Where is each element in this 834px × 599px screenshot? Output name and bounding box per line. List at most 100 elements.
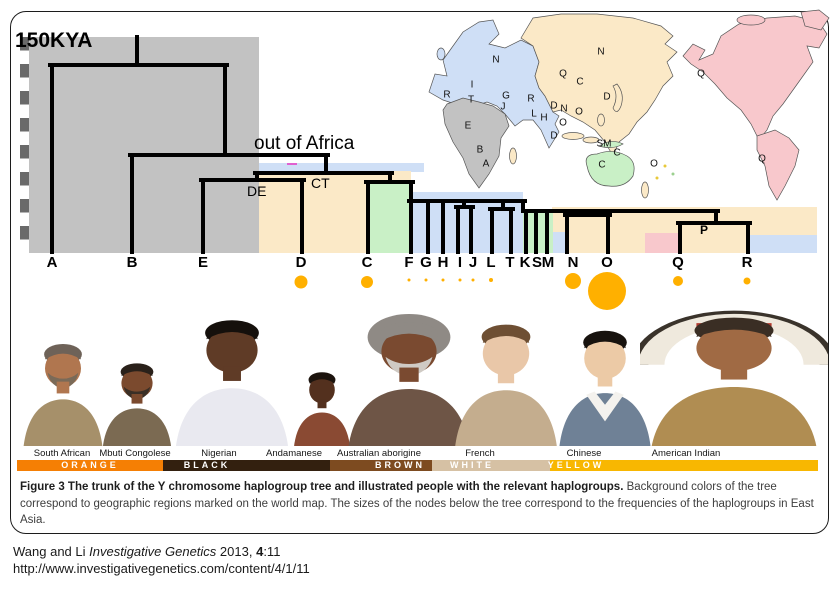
haplogroup-leaf-label: J <box>468 254 478 271</box>
haplogroup-leaf-label: O <box>601 254 613 271</box>
person-figure <box>631 300 834 448</box>
citation-line: Wang and Li Investigative Genetics 2013,… <box>13 543 310 560</box>
person-name-label: Nigerian <box>201 448 237 459</box>
map-haplogroup-letter: Q <box>697 68 705 80</box>
skin-color-bar-label: YELLOW <box>547 460 605 470</box>
frequency-dot <box>489 278 493 282</box>
skin-color-bar-label: BROWN <box>375 460 425 470</box>
hair-fringe-icon <box>584 334 626 349</box>
map-haplogroup-letter: A <box>482 158 490 170</box>
torso-icon <box>651 386 817 448</box>
person-illustration <box>102 363 172 448</box>
person-illustration <box>631 310 834 448</box>
map-haplogroup-letter: N <box>560 103 568 115</box>
haplogroup-tree <box>48 35 752 254</box>
caption-body: Background colors of the tree correspond… <box>20 481 814 526</box>
world-map: N I R T G J R L H N Q C D D N O O D SM C C O Q Q E B A <box>421 8 831 203</box>
map-haplogroup-letter: D <box>550 130 558 142</box>
haplogroup-leaf-label: C <box>361 254 373 271</box>
person-name-label: South African <box>33 448 91 459</box>
skin-color-bar: YELLOW <box>547 460 818 471</box>
map-region-south-america <box>756 129 800 201</box>
skin-color-bar: BROWN <box>330 460 432 471</box>
skin-color-bar-label: ORANGE <box>61 460 119 470</box>
skin-color-bar: ORANGE <box>17 460 163 471</box>
map-haplogroup-letter: B <box>476 144 484 156</box>
map-haplogroup-letter: J <box>500 101 506 113</box>
neck-icon <box>597 373 613 387</box>
skin-color-bar-label: BLACK <box>183 460 231 470</box>
frequency-dot <box>294 275 308 289</box>
frequency-dot <box>743 277 751 285</box>
tree-region-rect <box>29 37 259 253</box>
frequency-dot <box>441 278 445 282</box>
frequency-dot <box>407 278 411 282</box>
frequency-dot <box>565 273 581 289</box>
skin-color-bar-label: WHITE <box>450 460 494 470</box>
map-region-north-america <box>682 15 828 141</box>
map-region-australia <box>585 151 635 187</box>
neck-icon <box>131 394 143 404</box>
map-pacific-island-1 <box>663 164 667 168</box>
map-haplogroup-letter: R <box>527 93 535 105</box>
head-icon <box>309 376 335 404</box>
hair-fringe-icon <box>121 365 153 376</box>
frequency-dot <box>361 276 373 288</box>
map-haplogroup-letter: O <box>650 158 658 170</box>
hair-fringe-icon <box>309 374 335 384</box>
person-name-label: Andamanese <box>266 448 322 459</box>
haplogroup-leaf-label: Q <box>672 254 684 271</box>
haplogroup-leaf-label: K <box>519 254 531 271</box>
frequency-dot <box>458 278 462 282</box>
map-haplogroup-letter: D <box>603 91 611 103</box>
person-illustration <box>454 324 558 448</box>
map-pacific-island-3 <box>655 176 659 180</box>
map-region-north-asia <box>520 13 678 157</box>
map-madagascar <box>509 147 517 165</box>
torso-icon <box>293 412 351 448</box>
map-haplogroup-letter: SM <box>596 138 612 150</box>
de-node-label: DE <box>247 183 267 199</box>
frequency-dot <box>588 272 626 310</box>
map-haplogroup-letter: N <box>492 54 500 66</box>
map-haplogroup-letter: H <box>540 112 548 124</box>
white-scarf-icon <box>586 391 624 422</box>
citation-volume: 4 <box>256 544 264 559</box>
figure-border <box>10 11 829 534</box>
tree-region-rect <box>645 233 680 253</box>
map-greenland <box>800 9 830 31</box>
neck-icon <box>399 367 419 382</box>
journal-footer: Wang and Li Investigative Genetics 2013,… <box>13 543 310 577</box>
torso-icon <box>175 388 289 448</box>
person-figure <box>168 303 296 448</box>
map-haplogroup-letter: T <box>467 94 475 106</box>
map-japan <box>612 83 623 112</box>
article-url: http://www.investigativegenetics.com/con… <box>13 561 310 576</box>
torso-icon <box>102 408 172 448</box>
p-node-label: P <box>700 223 709 237</box>
map-philippines <box>597 113 605 127</box>
caption-title: Figure 3 The trunk of the Y chromosome h… <box>20 481 624 493</box>
map-region-africa <box>442 97 510 189</box>
map-british-isles <box>436 47 446 61</box>
map-haplogroup-letter: Q <box>758 153 766 165</box>
tree-region-rect <box>259 163 424 172</box>
person-illustration <box>348 313 470 448</box>
beard-icon <box>47 372 79 389</box>
frequency-dot <box>673 276 683 286</box>
haplogroup-leaf-label: S <box>531 254 543 271</box>
map-haplogroup-letter: O <box>575 106 583 118</box>
map-arctic-islands <box>736 14 766 26</box>
person-illustration <box>293 372 351 448</box>
citation-authors: Wang and Li <box>13 544 90 559</box>
haplogroup-leaf-label: N <box>567 254 579 271</box>
person-figure <box>290 362 354 448</box>
map-haplogroup-letter: N <box>597 46 605 58</box>
ct-node-label: CT <box>311 175 330 191</box>
map-haplogroup-letter: D <box>550 100 558 112</box>
haplogroup-leaf-label: R <box>741 254 753 271</box>
map-haplogroup-letter: E <box>464 120 472 132</box>
tree-region-rect <box>287 163 297 165</box>
haplogroup-leaf-label: T <box>505 254 515 271</box>
torso-icon <box>454 390 558 448</box>
